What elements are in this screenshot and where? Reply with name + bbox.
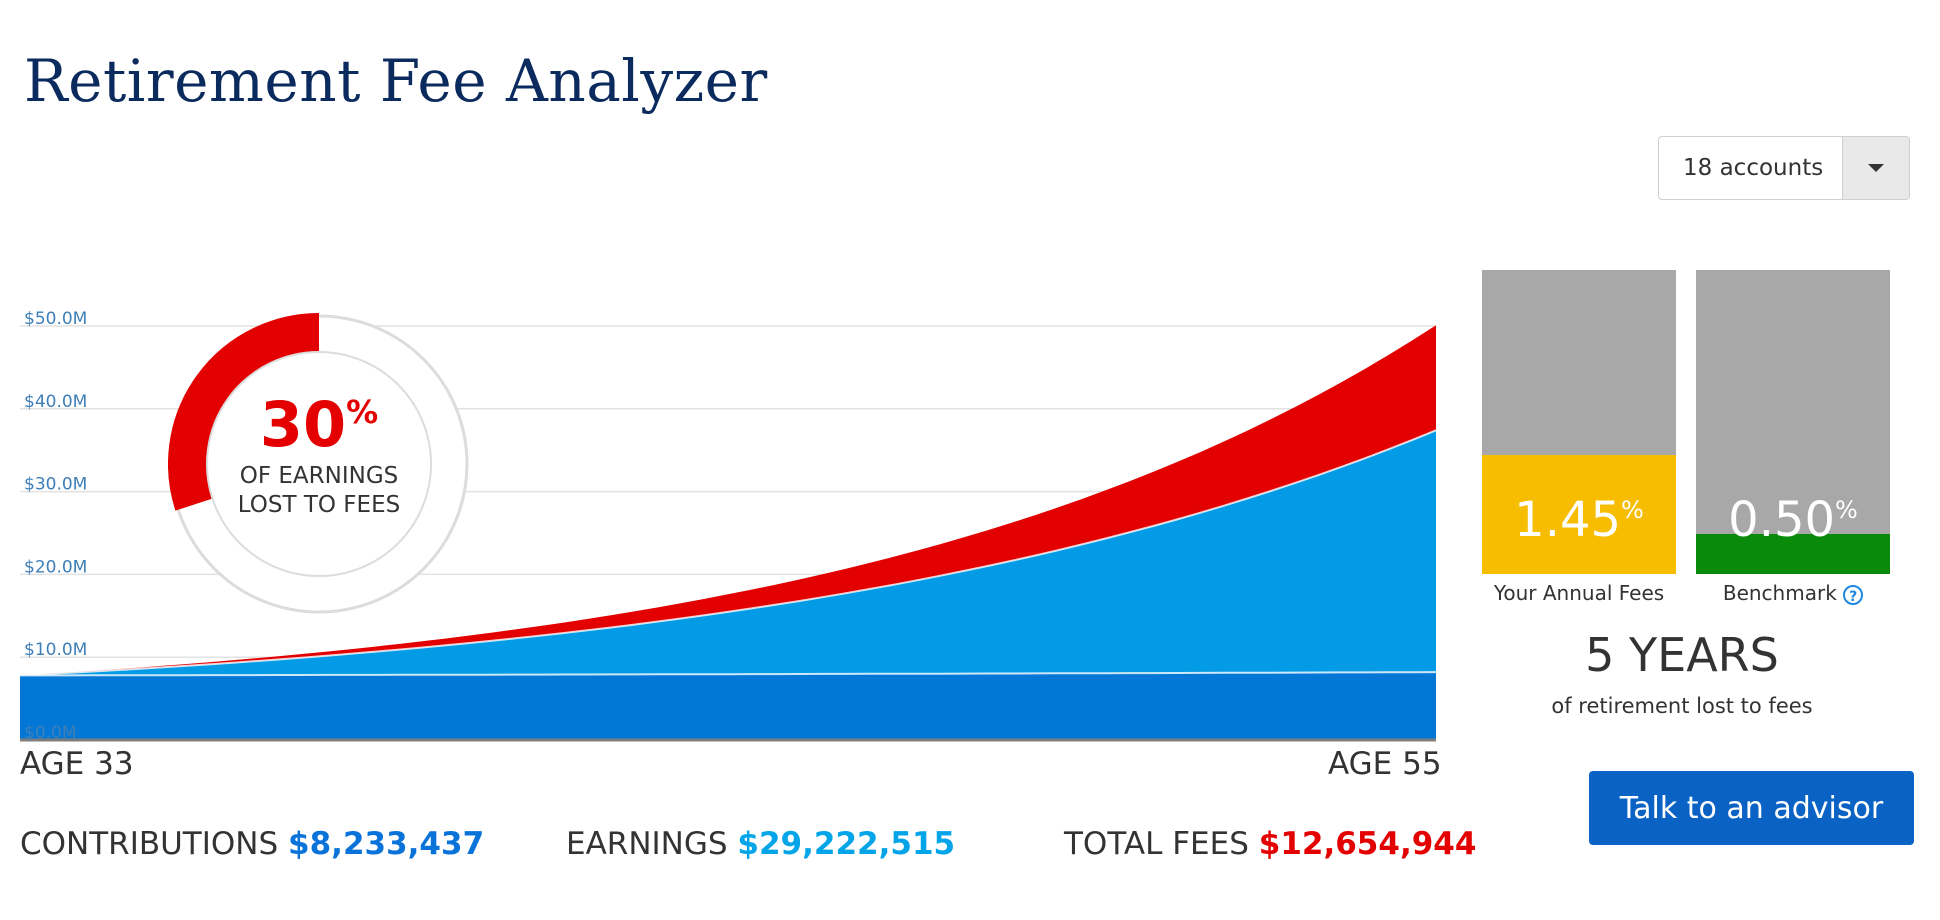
series-earnings-area <box>20 430 1436 740</box>
your-fees-suffix: % <box>1621 496 1644 524</box>
donut-caption: OF EARNINGS LOST TO FEES <box>238 462 400 520</box>
help-icon[interactable]: ? <box>1843 584 1864 605</box>
your-fees-number: 1.45 <box>1514 492 1622 548</box>
summary-total-fees-label: TOTAL FEES <box>1064 826 1249 862</box>
donut-percent-suffix: % <box>346 393 379 431</box>
summary-contributions-label: CONTRIBUTIONS <box>20 826 279 862</box>
donut-arc <box>168 313 320 511</box>
series-contributions-area <box>20 672 1436 740</box>
summary-earnings-label: EARNINGS <box>566 826 728 862</box>
y-tick-label: $40.0M <box>24 392 87 412</box>
x-axis-end-label: AGE 55 <box>1328 746 1442 782</box>
your-fees-bar-fill <box>1482 455 1676 574</box>
accounts-dropdown-value: 18 accounts <box>1683 155 1824 181</box>
y-tick-label: $10.0M <box>24 640 87 660</box>
summary-earnings: EARNINGS $29,222,515 <box>566 826 955 862</box>
your-fees-bar: 1.45% <box>1482 270 1676 574</box>
y-tick-label: $0.0M <box>24 723 77 743</box>
x-axis-start-label: AGE 33 <box>20 746 134 782</box>
y-tick-label: $20.0M <box>24 557 87 577</box>
y-tick-label: $30.0M <box>24 475 87 495</box>
series-contributions-edge <box>20 671 1437 677</box>
your-fees-label: Your Annual Fees <box>1493 581 1665 605</box>
benchmark-label-wrap: Benchmark ? <box>1696 582 1890 605</box>
dropdown-toggle[interactable] <box>1842 137 1909 199</box>
benchmark-value: 0.50% <box>1696 492 1890 548</box>
talk-to-advisor-button[interactable]: Talk to an advisor <box>1589 771 1914 845</box>
donut-caption-line2: LOST TO FEES <box>237 492 401 518</box>
donut-inner-ring <box>206 351 432 577</box>
page-title: Retirement Fee Analyzer <box>24 46 768 115</box>
years-lost-value: 5 YEARS <box>1585 628 1779 682</box>
summary-contributions-value: $8,233,437 <box>288 826 485 862</box>
your-fees-value: 1.45% <box>1482 492 1676 548</box>
benchmark-suffix: % <box>1835 496 1858 524</box>
summary-earnings-value: $29,222,515 <box>737 826 956 862</box>
benchmark-label: Benchmark <box>1722 581 1837 605</box>
accounts-dropdown[interactable]: 18 accounts <box>1658 136 1910 200</box>
summary-total-fees: TOTAL FEES $12,654,944 <box>1064 826 1476 862</box>
summary-total-fees-value: $12,654,944 <box>1258 826 1477 862</box>
fee-area-chart: $0.0M $10.0M $20.0M $30.0M $40.0M $50.0M <box>19 309 1437 743</box>
earnings-lost-donut: 30% OF EARNINGS LOST TO FEES <box>168 313 470 615</box>
years-lost-caption: of retirement lost to fees <box>1551 694 1813 718</box>
y-tick-label: $50.0M <box>24 309 87 329</box>
benchmark-bar: 0.50% <box>1696 270 1890 574</box>
donut-caption-line1: OF EARNINGS <box>239 463 399 489</box>
series-earnings-edge <box>19 429 1437 677</box>
donut-percent: 30% <box>260 394 378 456</box>
summary-contributions: CONTRIBUTIONS $8,233,437 <box>20 826 484 862</box>
donut-ring <box>168 313 469 614</box>
donut-percent-value: 30 <box>259 388 347 461</box>
caret-down-icon <box>1868 164 1884 172</box>
benchmark-bar-fill <box>1696 534 1890 574</box>
benchmark-number: 0.50 <box>1728 492 1836 548</box>
